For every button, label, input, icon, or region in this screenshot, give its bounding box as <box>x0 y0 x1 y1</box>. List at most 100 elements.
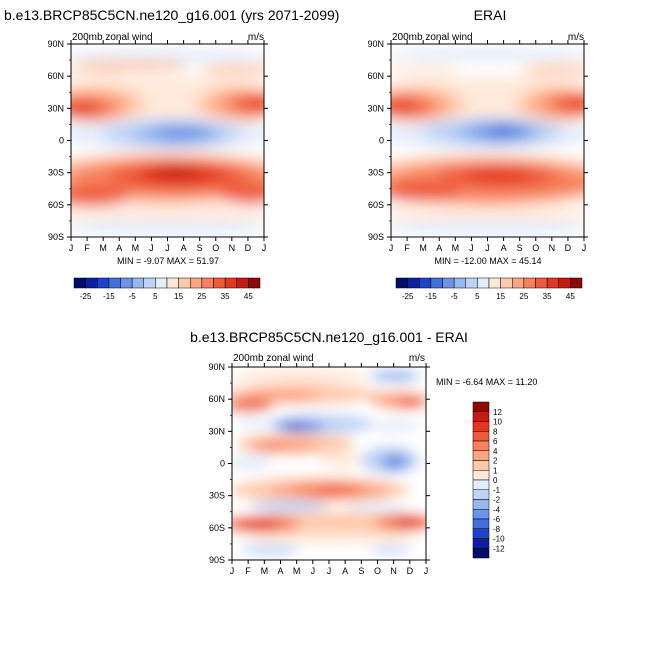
colorbar-label: -25 <box>402 292 414 301</box>
colorbar-label: 10 <box>493 418 502 427</box>
colorbar-swatch <box>472 460 490 471</box>
x-tick-label: J <box>389 243 394 253</box>
panel-erai-field-shapes <box>391 44 584 237</box>
x-tick-label: N <box>390 566 397 576</box>
colorbar-swatch <box>472 421 490 432</box>
x-tick-label: S <box>358 566 364 576</box>
y-tick-label: 90S <box>209 555 225 565</box>
colorbar-swatch <box>108 277 121 289</box>
colorbar-label: 45 <box>244 292 253 301</box>
y-tick-label: 90S <box>368 232 384 242</box>
colorbar-swatch <box>120 277 133 289</box>
colorbar-swatch <box>131 277 144 289</box>
colorbar-label: -10 <box>493 535 505 544</box>
colorbar-swatch <box>155 277 168 289</box>
panel-erai-title: ERAI <box>474 7 507 23</box>
colorbar-label: 4 <box>493 447 498 456</box>
colorbar-label: -8 <box>493 525 501 534</box>
panel-diff: b.e13.BRCP85C5CN.ne120_g16.001 - ERAI 20… <box>190 329 537 576</box>
colorbar-label: 0 <box>493 476 498 485</box>
y-tick-label: 90S <box>48 232 64 242</box>
colorbar-label: -15 <box>425 292 437 301</box>
x-tick-label: J <box>69 243 74 253</box>
y-tick-label: 60N <box>367 71 384 81</box>
colorbar-swatch <box>546 277 559 289</box>
colorbar-swatch <box>558 277 571 289</box>
colorbar-label: 25 <box>519 292 528 301</box>
y-tick-label: 60S <box>48 200 64 210</box>
x-tick-label: A <box>342 566 348 576</box>
x-tick-label: O <box>212 243 219 253</box>
colorbar-label: 8 <box>493 427 498 436</box>
x-tick-label: J <box>582 243 587 253</box>
x-tick-label: A <box>181 243 187 253</box>
colorbar-label: 12 <box>493 408 502 417</box>
colorbar-swatch <box>472 538 490 549</box>
y-tick-label: 60S <box>368 200 384 210</box>
colorbar-label: 35 <box>221 292 230 301</box>
colorbar-swatch <box>472 509 490 520</box>
y-tick-label: 30N <box>208 426 225 436</box>
x-tick-label: J <box>469 243 474 253</box>
x-tick-label: D <box>565 243 572 253</box>
colorbar-swatch <box>407 277 420 289</box>
panel-diff-field-shapes <box>232 367 426 560</box>
x-tick-label: A <box>501 243 507 253</box>
colorbar-swatch <box>472 431 490 442</box>
colorbar-swatch <box>178 277 191 289</box>
panel-model-title: b.e13.BRCP85C5CN.ne120_g16.001 (yrs 2071… <box>4 7 339 23</box>
panel-erai-colorbar: -25 -15 -5 5 15 25 35 45 <box>395 277 583 301</box>
colorbar-swatch <box>488 277 501 289</box>
colorbar-swatch <box>523 277 536 289</box>
x-tick-label: S <box>197 243 203 253</box>
x-tick-label: A <box>277 566 283 576</box>
panel-diff-title: b.e13.BRCP85C5CN.ne120_g16.001 - ERAI <box>190 329 468 345</box>
x-tick-label: F <box>84 243 90 253</box>
colorbar-label: -15 <box>103 292 115 301</box>
x-tick-label: M <box>419 243 427 253</box>
colorbar-swatch <box>190 277 203 289</box>
colorbar-swatch <box>73 277 86 289</box>
colorbar-swatch <box>472 499 490 510</box>
x-tick-label: J <box>311 566 316 576</box>
colorbar-swatch <box>472 518 490 529</box>
panel-diff-y-ticks: 90N 60N 30N 0 30S 60S 90S <box>208 362 430 565</box>
x-tick-label: D <box>245 243 252 253</box>
colorbar-swatch <box>472 401 490 412</box>
x-tick-label: O <box>374 566 381 576</box>
colorbar-swatch <box>500 277 513 289</box>
y-tick-label: 60N <box>208 394 225 404</box>
colorbar-label: 1 <box>493 466 498 475</box>
panel-model-field <box>71 44 264 237</box>
panel-erai-units: m/s <box>568 32 584 43</box>
colorbar-swatch <box>472 548 490 559</box>
x-tick-label: M <box>452 243 460 253</box>
colorbar-label: 15 <box>496 292 505 301</box>
x-tick-label: J <box>485 243 490 253</box>
x-tick-label: N <box>549 243 556 253</box>
colorbar-swatch <box>85 277 98 289</box>
colorbar-swatch <box>472 450 490 461</box>
colorbar-swatch <box>248 277 261 289</box>
panel-erai: ERAI 200mb zonal wind m/s <box>367 7 588 301</box>
x-tick-label: D <box>407 566 414 576</box>
y-tick-label: 90N <box>367 39 384 49</box>
colorbar-label: -12 <box>493 544 505 553</box>
colorbar-swatch <box>213 277 226 289</box>
colorbar-label: 25 <box>197 292 206 301</box>
x-tick-label: M <box>99 243 107 253</box>
colorbar-swatch <box>442 277 455 289</box>
panel-erai-field <box>391 44 584 237</box>
colorbar-label: -1 <box>493 486 501 495</box>
colorbar-swatch <box>570 277 583 289</box>
x-tick-label: A <box>116 243 122 253</box>
x-tick-label: M <box>261 566 269 576</box>
panel-model-subtitle: 200mb zonal wind <box>72 32 153 43</box>
x-tick-label: F <box>245 566 251 576</box>
colorbar-swatch <box>97 277 110 289</box>
panel-diff-units: m/s <box>409 353 425 364</box>
panel-diff-subtitle: 200mb zonal wind <box>233 353 314 364</box>
